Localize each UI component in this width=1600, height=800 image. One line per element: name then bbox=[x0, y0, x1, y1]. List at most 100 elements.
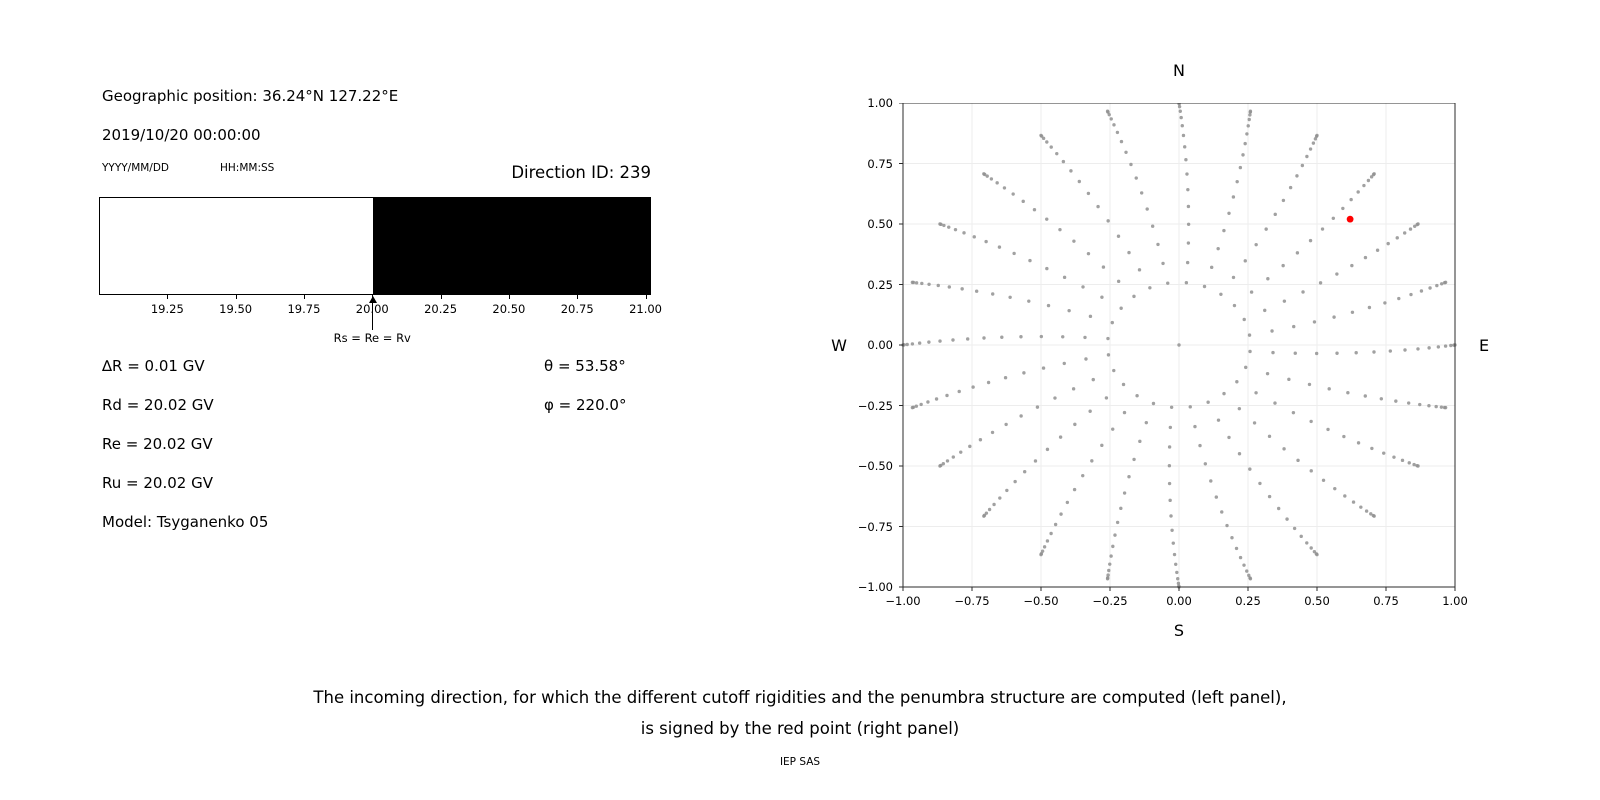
direction-dot bbox=[1219, 292, 1223, 296]
x-tick-label: −0.50 bbox=[1023, 594, 1059, 608]
direction-dot bbox=[953, 227, 958, 232]
direction-dot bbox=[995, 181, 999, 185]
direction-dot bbox=[1183, 145, 1187, 149]
penumbra-tick-label: 20.25 bbox=[424, 302, 458, 316]
direction-dot bbox=[914, 404, 919, 408]
direction-dot bbox=[1349, 197, 1353, 202]
direction-dot bbox=[1242, 317, 1246, 322]
direction-dot bbox=[1186, 204, 1191, 209]
penumbra-tick-mark bbox=[235, 295, 237, 299]
direction-dot bbox=[1005, 488, 1009, 493]
direction-dot bbox=[1222, 228, 1226, 233]
direction-dot bbox=[1032, 208, 1037, 212]
direction-plot bbox=[899, 103, 1457, 591]
direction-dot bbox=[1175, 570, 1179, 575]
direction-dot bbox=[1313, 137, 1318, 141]
marker-arrow-label: Rs = Re = Rv bbox=[333, 331, 411, 345]
penumbra-tick-mark bbox=[440, 295, 442, 299]
direction-dot bbox=[1237, 406, 1242, 411]
y-tick-label: −0.75 bbox=[857, 519, 893, 534]
direction-dot bbox=[1295, 251, 1300, 255]
direction-dot bbox=[1271, 350, 1275, 355]
direction-dot bbox=[1335, 272, 1339, 276]
direction-dot bbox=[1058, 435, 1063, 439]
direction-dot bbox=[1188, 405, 1192, 409]
penumbra-tick-label: 19.25 bbox=[150, 302, 184, 316]
direction-dot bbox=[936, 283, 940, 288]
direction-dot bbox=[1061, 335, 1065, 339]
direction-dot bbox=[1435, 283, 1439, 288]
direction-dot bbox=[985, 174, 989, 178]
ru-value: Ru = 20.02 GV bbox=[102, 474, 213, 492]
direction-dot bbox=[1156, 242, 1160, 247]
direction-dot bbox=[1234, 546, 1239, 551]
direction-dot bbox=[1379, 397, 1384, 401]
direction-dot bbox=[1166, 281, 1170, 285]
penumbra-tick-mark bbox=[645, 295, 647, 299]
direction-dot bbox=[1443, 344, 1448, 348]
delta-r-value: ∆R = 0.01 GV bbox=[102, 357, 205, 375]
direction-dot bbox=[1407, 461, 1411, 465]
x-tick-label: 0.00 bbox=[1166, 594, 1192, 608]
direction-dot bbox=[1065, 500, 1070, 505]
direction-dot bbox=[1372, 350, 1376, 354]
direction-dot bbox=[1276, 506, 1281, 511]
direction-dot bbox=[1332, 315, 1336, 319]
direction-dot bbox=[1134, 176, 1138, 180]
direction-dot bbox=[1312, 549, 1317, 554]
direction-dot bbox=[1308, 147, 1313, 151]
direction-dot bbox=[1150, 224, 1155, 228]
direction-dot bbox=[1185, 260, 1190, 265]
direction-dot bbox=[1186, 241, 1191, 245]
direction-dot bbox=[1343, 494, 1347, 498]
direction-dot bbox=[1309, 419, 1313, 424]
direction-dot bbox=[1045, 266, 1049, 271]
direction-dot bbox=[1084, 357, 1088, 361]
direction-dot bbox=[1107, 112, 1111, 117]
direction-dot bbox=[942, 223, 946, 228]
direction-dot bbox=[1132, 457, 1136, 462]
direction-dot bbox=[1359, 505, 1363, 509]
direction-dot bbox=[905, 342, 909, 347]
direction-dot bbox=[1350, 263, 1354, 268]
direction-dot bbox=[1083, 335, 1087, 340]
direction-dot bbox=[1356, 190, 1360, 194]
direction-dot bbox=[1241, 153, 1245, 157]
direction-dot bbox=[1086, 191, 1091, 196]
direction-dot bbox=[1285, 517, 1289, 521]
direction-dot bbox=[1109, 117, 1113, 121]
direction-dot bbox=[1335, 351, 1339, 355]
direction-dot bbox=[957, 389, 961, 394]
direction-dot bbox=[1246, 124, 1250, 128]
direction-dot bbox=[1109, 554, 1113, 558]
direction-dot bbox=[1062, 275, 1067, 280]
direction-dot bbox=[1186, 222, 1191, 226]
direction-dot bbox=[1002, 186, 1007, 190]
direction-dot bbox=[1264, 227, 1268, 231]
direction-dot bbox=[1258, 481, 1262, 486]
direction-dot bbox=[1003, 376, 1008, 380]
direction-dot bbox=[1403, 348, 1407, 352]
direction-dot bbox=[1249, 290, 1254, 294]
direction-dot bbox=[1248, 113, 1252, 117]
direction-dot bbox=[1137, 268, 1142, 272]
direction-dot bbox=[1177, 104, 1182, 109]
penumbra-segment bbox=[100, 198, 374, 294]
direction-dot bbox=[1167, 464, 1172, 468]
direction-dot bbox=[917, 341, 922, 345]
direction-dot bbox=[1356, 441, 1361, 445]
direction-dot bbox=[1397, 296, 1401, 301]
direction-dot bbox=[1169, 405, 1174, 409]
direction-dot bbox=[1293, 351, 1297, 355]
direction-dot bbox=[1315, 552, 1319, 557]
direction-dot bbox=[1237, 452, 1242, 456]
x-tick-label: 1.00 bbox=[1442, 594, 1468, 608]
direction-dot bbox=[920, 281, 924, 286]
direction-dot bbox=[984, 239, 988, 244]
direction-dot bbox=[1039, 334, 1044, 339]
direction-dot bbox=[1055, 151, 1059, 156]
direction-dot bbox=[1238, 165, 1243, 170]
direction-dot bbox=[947, 285, 952, 289]
direction-dot bbox=[1263, 308, 1267, 313]
direction-dot bbox=[1412, 224, 1417, 228]
